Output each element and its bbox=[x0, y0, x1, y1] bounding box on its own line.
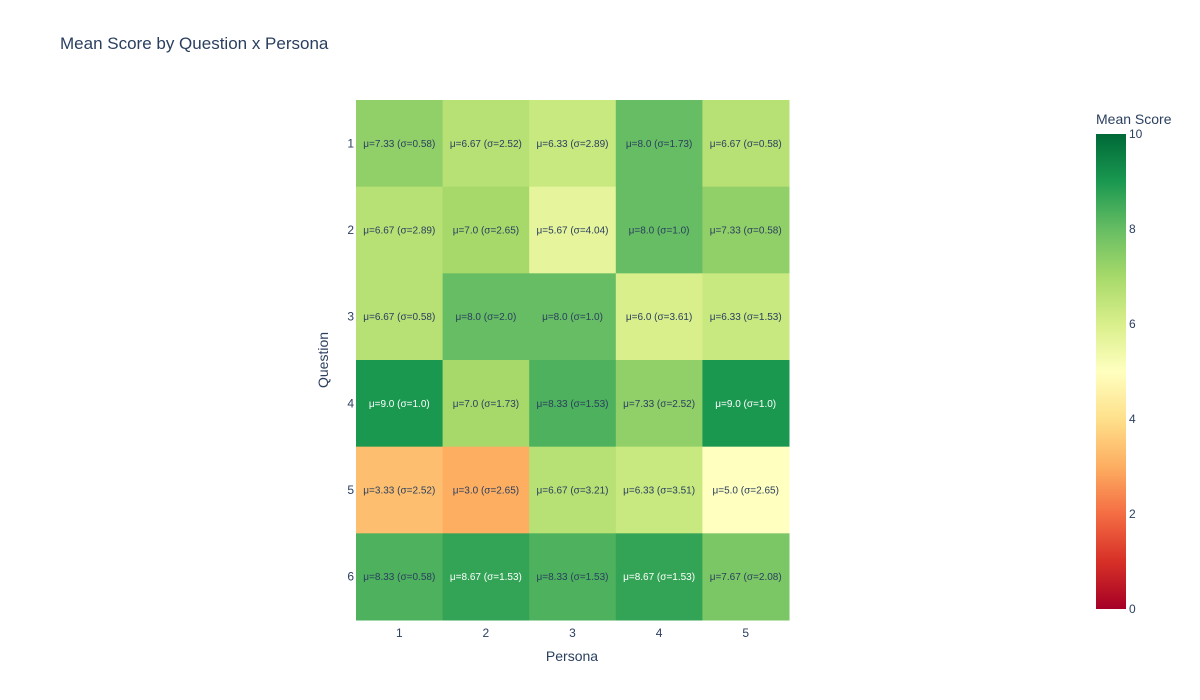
heatmap-cell bbox=[356, 446, 444, 534]
y-tick-label: 2 bbox=[347, 223, 354, 237]
cell-label: μ=8.0 (σ=2.0) bbox=[455, 312, 516, 323]
heatmap-cell bbox=[615, 186, 703, 274]
cell-label: μ=8.33 (σ=0.58) bbox=[363, 572, 435, 583]
heatmap-cell bbox=[615, 533, 703, 621]
cell-label: μ=3.0 (σ=2.65) bbox=[453, 486, 519, 497]
cell-label: μ=7.33 (σ=2.52) bbox=[623, 399, 695, 410]
colorbar-tick-label: 2 bbox=[1129, 507, 1136, 521]
heatmap-cell bbox=[356, 533, 444, 621]
heatmap-cell bbox=[442, 360, 530, 448]
y-tick-label: 3 bbox=[347, 310, 354, 324]
colorbar-gradient bbox=[1096, 134, 1126, 609]
heatmap-cell bbox=[529, 446, 617, 534]
heatmap-cell bbox=[442, 533, 530, 621]
colorbar: Mean Score 0 2 4 6 8 10 bbox=[1096, 111, 1172, 616]
heatmap-cell bbox=[442, 186, 530, 274]
heatmap-cell bbox=[529, 533, 617, 621]
cell-label: μ=5.0 (σ=2.65) bbox=[712, 486, 778, 497]
cell-label: μ=7.0 (σ=1.73) bbox=[453, 399, 519, 410]
heatmap-cell bbox=[529, 273, 617, 361]
heatmap-cell bbox=[615, 273, 703, 361]
x-axis-title: Persona bbox=[546, 648, 598, 664]
heatmap-cell bbox=[356, 100, 444, 188]
x-tick-label: 3 bbox=[569, 626, 576, 640]
heatmap-cell bbox=[702, 273, 790, 361]
colorbar-tick-label: 8 bbox=[1129, 222, 1136, 236]
colorbar-tick-label: 6 bbox=[1129, 317, 1136, 331]
colorbar-tick-label: 0 bbox=[1129, 602, 1136, 616]
y-tick-label: 6 bbox=[347, 570, 354, 584]
heatmap-cell bbox=[529, 100, 617, 188]
cell-label: μ=8.33 (σ=1.53) bbox=[537, 399, 609, 410]
cell-label: μ=5.67 (σ=4.04) bbox=[537, 226, 609, 237]
cell-label: μ=8.0 (σ=1.0) bbox=[629, 226, 690, 237]
heatmap-cell bbox=[529, 360, 617, 448]
x-tick-label: 1 bbox=[396, 626, 403, 640]
cell-label: μ=9.0 (σ=1.0) bbox=[369, 399, 430, 410]
colorbar-title: Mean Score bbox=[1096, 111, 1172, 127]
heatmap-cell bbox=[529, 186, 617, 274]
cell-label: μ=7.0 (σ=2.65) bbox=[453, 226, 519, 237]
cell-label: μ=9.0 (σ=1.0) bbox=[715, 399, 776, 410]
heatmap-cell bbox=[356, 273, 444, 361]
cell-label: μ=7.33 (σ=0.58) bbox=[363, 139, 435, 150]
x-tick-label: 4 bbox=[656, 626, 663, 640]
cell-label: μ=8.33 (σ=1.53) bbox=[537, 572, 609, 583]
cell-label: μ=7.33 (σ=0.58) bbox=[710, 226, 782, 237]
cell-label: μ=6.33 (σ=3.51) bbox=[623, 486, 695, 497]
heatmap-cell bbox=[702, 533, 790, 621]
y-axis-ticks: 1 2 3 4 5 6 bbox=[347, 136, 354, 583]
cell-label: μ=6.67 (σ=2.52) bbox=[450, 139, 522, 150]
cell-label: μ=3.33 (σ=2.52) bbox=[363, 486, 435, 497]
cell-label: μ=8.67 (σ=1.53) bbox=[450, 572, 522, 583]
colorbar-tick-label: 10 bbox=[1129, 127, 1143, 141]
y-axis-title: Question bbox=[315, 332, 331, 388]
cell-label: μ=6.33 (σ=2.89) bbox=[537, 139, 609, 150]
y-tick-label: 4 bbox=[347, 396, 354, 410]
heatmap-cell bbox=[702, 446, 790, 534]
cell-label: μ=6.33 (σ=1.53) bbox=[710, 312, 782, 323]
cell-label: μ=7.67 (σ=2.08) bbox=[710, 572, 782, 583]
heatmap-cell bbox=[442, 100, 530, 188]
cell-label: μ=6.67 (σ=3.21) bbox=[537, 486, 609, 497]
cell-label: μ=8.0 (σ=1.73) bbox=[626, 139, 692, 150]
heatmap-cell bbox=[615, 360, 703, 448]
x-axis-ticks: 1 2 3 4 5 bbox=[396, 626, 749, 640]
colorbar-tick-label: 4 bbox=[1129, 412, 1136, 426]
heatmap-cell bbox=[356, 360, 444, 448]
x-tick-label: 2 bbox=[483, 626, 490, 640]
y-tick-label: 5 bbox=[347, 483, 354, 497]
cell-label: μ=8.0 (σ=1.0) bbox=[542, 312, 603, 323]
y-tick-label: 1 bbox=[347, 136, 354, 150]
heatmap-cell bbox=[442, 446, 530, 534]
heatmap-cell bbox=[356, 186, 444, 274]
heatmap-cell bbox=[615, 100, 703, 188]
cell-label: μ=8.67 (σ=1.53) bbox=[623, 572, 695, 583]
x-tick-label: 5 bbox=[742, 626, 749, 640]
heatmap-cell bbox=[615, 446, 703, 534]
chart-title: Mean Score by Question x Persona bbox=[60, 34, 329, 53]
cell-label: μ=6.67 (σ=0.58) bbox=[363, 312, 435, 323]
cell-label: μ=6.67 (σ=2.89) bbox=[363, 226, 435, 237]
cell-label: μ=6.0 (σ=3.61) bbox=[626, 312, 692, 323]
cell-label: μ=6.67 (σ=0.58) bbox=[710, 139, 782, 150]
heatmap-cell bbox=[702, 186, 790, 274]
heatmap-cells: μ=7.33 (σ=0.58) μ=6.67 (σ=2.52) μ=6.33 (σ=… bbox=[356, 100, 790, 621]
heatmap-cell bbox=[442, 273, 530, 361]
heatmap-cell bbox=[702, 100, 790, 188]
heatmap-cell bbox=[702, 360, 790, 448]
